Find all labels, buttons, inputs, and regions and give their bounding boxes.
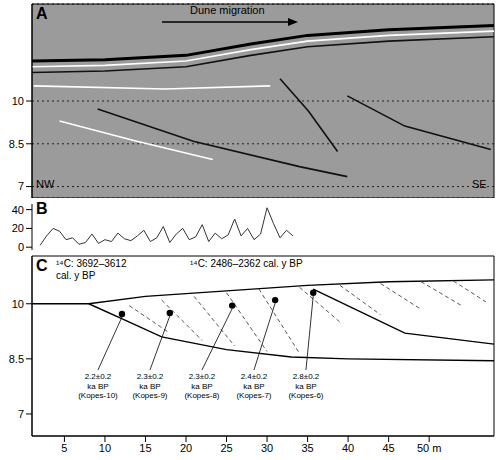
html-text:NW: NW (36, 178, 55, 190)
svg-text:40: 40 (12, 204, 24, 216)
svg-text:20: 20 (180, 442, 192, 454)
svg-text:2.3±0.2ka BP(Kopes-8): 2.3±0.2ka BP(Kopes-8) (184, 372, 219, 400)
svg-text:2.3±0.2ka BP(Kopes-9): 2.3±0.2ka BP(Kopes-9) (132, 372, 167, 400)
svg-text:8.5: 8.5 (9, 353, 24, 365)
svg-text:15: 15 (139, 442, 151, 454)
svg-text:40: 40 (342, 442, 354, 454)
html-text:Dune migration: Dune migration (190, 4, 265, 16)
svg-text:7: 7 (18, 408, 24, 420)
svg-text:5: 5 (61, 442, 67, 454)
svg-text:20: 20 (12, 222, 24, 234)
html-text:C: C (36, 257, 48, 274)
svg-text:30: 30 (261, 442, 273, 454)
svg-text:10: 10 (99, 442, 111, 454)
html-text:SE: SE (472, 178, 487, 190)
svg-text:0: 0 (18, 241, 24, 252)
svg-text:10: 10 (12, 95, 24, 107)
svg-text:10: 10 (12, 298, 24, 310)
svg-text:2.4±0.2ka BP(Kopes-7): 2.4±0.2ka BP(Kopes-7) (236, 372, 271, 400)
svg-text:25: 25 (220, 442, 232, 454)
svg-text:50 m: 50 m (417, 442, 441, 454)
html-text:cal. y BP: cal. y BP (56, 270, 96, 281)
html-text:¹⁴C: 2486–2362 cal. y BP: ¹⁴C: 2486–2362 cal. y BP (190, 258, 303, 269)
html-text:A: A (36, 5, 48, 22)
svg-text:8.5: 8.5 (9, 138, 24, 150)
svg-text:45: 45 (383, 442, 395, 454)
html-text:¹⁴C: 3692–3612: ¹⁴C: 3692–3612 (56, 258, 127, 269)
svg-text:35: 35 (301, 442, 313, 454)
html-text:B: B (36, 200, 48, 217)
svg-text:2.2±0.2ka BP(Kopes-10): 2.2±0.2ka BP(Kopes-10) (78, 372, 118, 400)
svg-text:2.8±0.2ka BP(Kopes-6): 2.8±0.2ka BP(Kopes-6) (288, 372, 323, 400)
svg-text:7: 7 (18, 180, 24, 192)
